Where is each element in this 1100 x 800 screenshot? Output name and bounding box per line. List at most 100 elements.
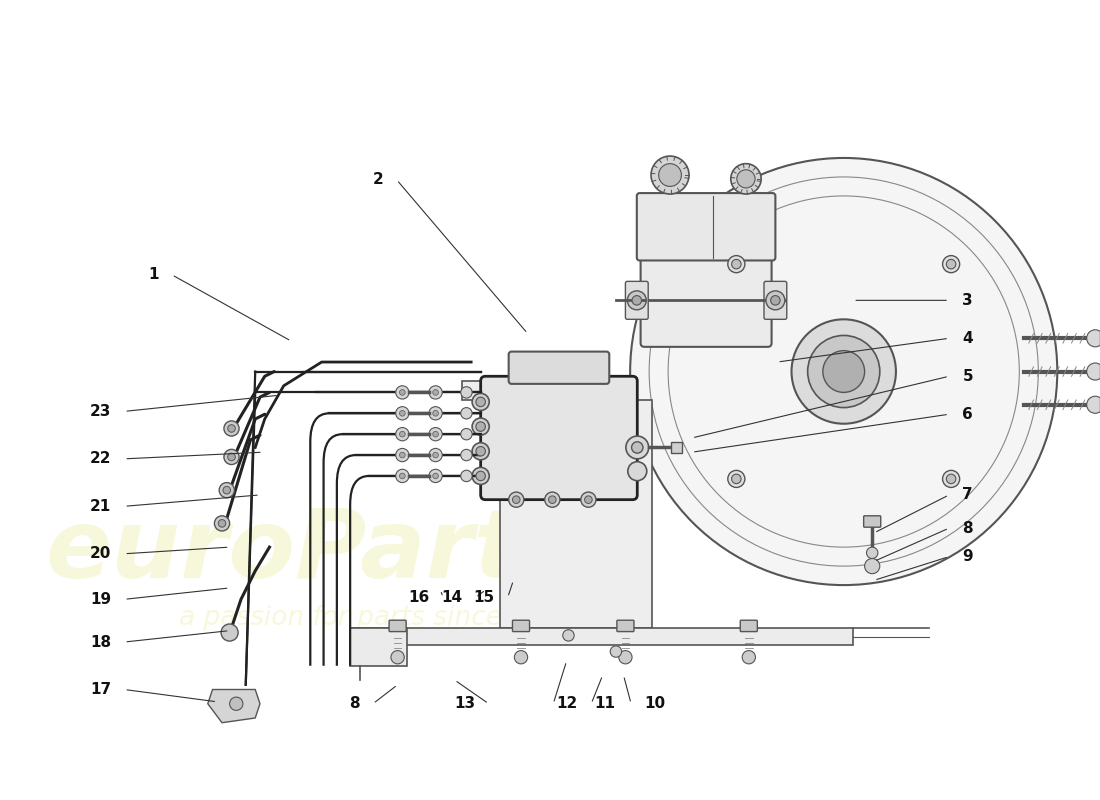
Circle shape xyxy=(549,496,557,503)
Circle shape xyxy=(737,170,755,188)
Circle shape xyxy=(472,442,490,460)
Text: 15: 15 xyxy=(473,590,494,605)
Circle shape xyxy=(228,425,235,432)
Text: 21: 21 xyxy=(90,499,111,514)
Circle shape xyxy=(632,295,641,305)
Circle shape xyxy=(224,450,239,465)
Circle shape xyxy=(461,407,472,419)
Circle shape xyxy=(432,452,439,458)
FancyBboxPatch shape xyxy=(671,442,682,453)
Circle shape xyxy=(1087,363,1100,380)
Circle shape xyxy=(429,427,442,441)
FancyBboxPatch shape xyxy=(389,620,406,631)
Circle shape xyxy=(396,470,409,482)
Circle shape xyxy=(399,410,405,416)
Text: 10: 10 xyxy=(645,696,665,711)
Circle shape xyxy=(544,492,560,507)
FancyBboxPatch shape xyxy=(740,620,757,631)
Circle shape xyxy=(399,452,405,458)
Circle shape xyxy=(610,646,621,658)
Circle shape xyxy=(943,470,959,487)
Circle shape xyxy=(396,406,409,420)
Circle shape xyxy=(728,255,745,273)
Text: 13: 13 xyxy=(454,696,475,711)
Circle shape xyxy=(619,650,632,664)
Circle shape xyxy=(865,558,880,574)
Circle shape xyxy=(630,158,1057,585)
Circle shape xyxy=(472,418,490,435)
Text: 8: 8 xyxy=(962,521,974,536)
Text: 19: 19 xyxy=(90,592,111,607)
Text: 6: 6 xyxy=(962,406,974,422)
Circle shape xyxy=(943,255,959,273)
Circle shape xyxy=(628,462,647,481)
Circle shape xyxy=(399,431,405,437)
FancyBboxPatch shape xyxy=(626,282,648,319)
Circle shape xyxy=(429,470,442,482)
Circle shape xyxy=(508,492,524,507)
Text: 14: 14 xyxy=(441,590,462,605)
Circle shape xyxy=(461,386,472,398)
Circle shape xyxy=(396,386,409,399)
Circle shape xyxy=(432,390,439,395)
Polygon shape xyxy=(462,381,651,628)
Circle shape xyxy=(221,624,239,641)
Circle shape xyxy=(732,474,741,484)
FancyBboxPatch shape xyxy=(764,282,786,319)
Circle shape xyxy=(659,164,681,186)
Circle shape xyxy=(563,630,574,641)
FancyBboxPatch shape xyxy=(637,193,776,261)
Text: 8: 8 xyxy=(349,696,360,711)
Circle shape xyxy=(1087,396,1100,414)
Text: 16: 16 xyxy=(408,590,430,605)
Circle shape xyxy=(728,470,745,487)
FancyBboxPatch shape xyxy=(513,620,529,631)
Circle shape xyxy=(214,516,230,531)
Circle shape xyxy=(807,335,880,407)
Circle shape xyxy=(461,470,472,482)
Circle shape xyxy=(472,467,490,485)
Text: 22: 22 xyxy=(89,451,111,466)
Text: 3: 3 xyxy=(962,293,974,308)
FancyBboxPatch shape xyxy=(481,376,637,500)
Circle shape xyxy=(1087,330,1100,347)
Circle shape xyxy=(742,650,756,664)
Circle shape xyxy=(946,259,956,269)
Circle shape xyxy=(223,486,231,494)
Text: 18: 18 xyxy=(90,634,111,650)
Text: 7: 7 xyxy=(962,487,974,502)
Circle shape xyxy=(429,449,442,462)
Circle shape xyxy=(946,474,956,484)
Circle shape xyxy=(823,350,865,393)
Circle shape xyxy=(396,427,409,441)
Circle shape xyxy=(476,446,485,456)
FancyBboxPatch shape xyxy=(640,254,771,347)
Text: a passion for parts since 1998: a passion for parts since 1998 xyxy=(179,606,578,631)
Circle shape xyxy=(472,394,490,410)
Circle shape xyxy=(627,291,647,310)
Polygon shape xyxy=(208,690,260,722)
FancyBboxPatch shape xyxy=(508,351,609,384)
Circle shape xyxy=(390,650,405,664)
Circle shape xyxy=(396,449,409,462)
Circle shape xyxy=(461,429,472,440)
Circle shape xyxy=(792,319,895,424)
Circle shape xyxy=(429,406,442,420)
Circle shape xyxy=(228,453,235,461)
Circle shape xyxy=(218,519,226,527)
Text: 17: 17 xyxy=(90,682,111,697)
Circle shape xyxy=(219,482,234,498)
Circle shape xyxy=(432,410,439,416)
Polygon shape xyxy=(350,628,407,666)
Text: euroParts: euroParts xyxy=(45,506,579,598)
Text: 20: 20 xyxy=(89,546,111,562)
Circle shape xyxy=(399,473,405,478)
Circle shape xyxy=(732,259,741,269)
Circle shape xyxy=(730,164,761,194)
Circle shape xyxy=(476,397,485,406)
Circle shape xyxy=(461,450,472,461)
Circle shape xyxy=(399,390,405,395)
Text: 9: 9 xyxy=(962,549,974,564)
FancyBboxPatch shape xyxy=(617,620,634,631)
Text: 12: 12 xyxy=(556,696,578,711)
